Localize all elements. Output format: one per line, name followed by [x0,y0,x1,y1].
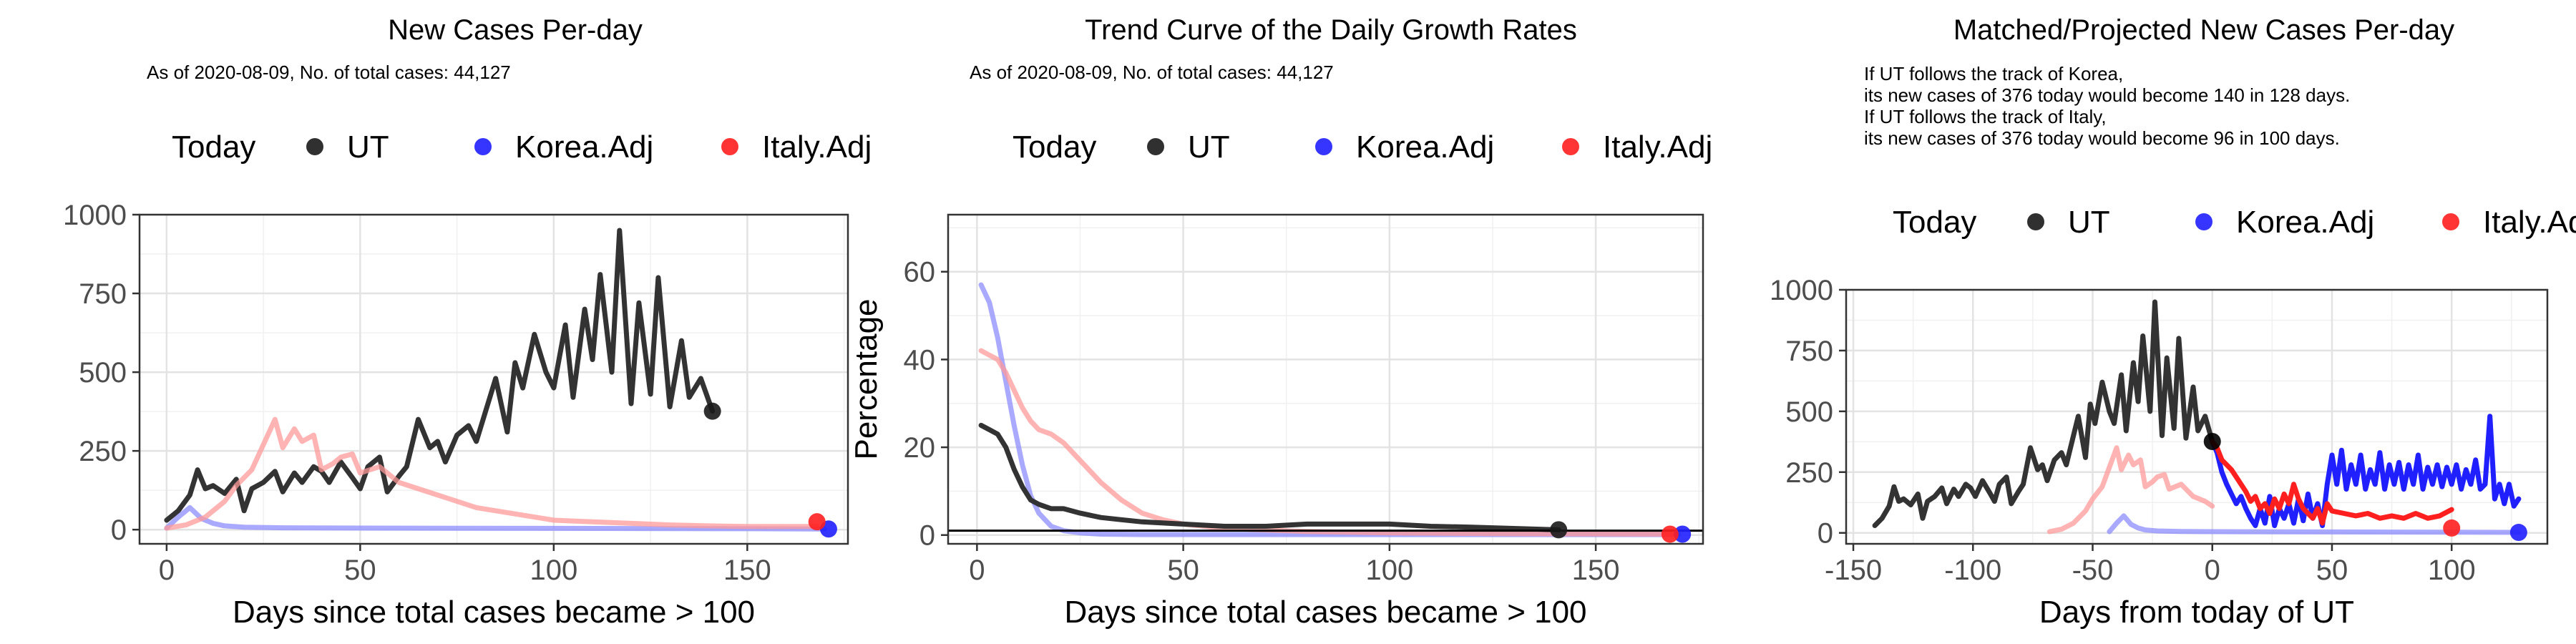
y-tick-label: 250 [1785,457,1833,489]
x-tick-label: 50 [1167,555,1199,586]
legend-key-korea-adj [474,138,492,155]
y-tick-label: 40 [904,344,936,376]
legend-label: UT [2068,205,2110,240]
today-point-ut [703,402,721,420]
legend: Today UT Korea.Adj Italy.Adj [1013,130,1712,165]
x-axis-title: Days since total cases became > 100 [1064,595,1586,630]
legend-label: UT [347,130,389,165]
legend-key-italy-adj [1562,138,1579,155]
chart-subtitle: As of 2020-08-09, No. of total cases: 44… [147,62,511,83]
plot-border [1845,288,2549,545]
legend-key-ut [2027,213,2044,230]
x-tick-label: -50 [2072,555,2114,586]
x-tick-label: 150 [1572,555,1620,586]
series-line-ut [1872,299,2215,528]
y-tick-label: 500 [1785,396,1833,428]
today-point-italy-adj [2443,519,2461,537]
series-line-italy-adj [164,416,820,531]
y-tick-label: 0 [1818,518,1833,550]
legend-label: Korea.Adj [515,130,653,165]
chart-subtitle-line: If UT follows the track of Italy, [1864,106,2107,127]
series-line-italy-adj-projected [2210,439,2454,526]
series-line-italy-adj-past [2046,445,2215,535]
chart-title: New Cases Per-day [388,14,643,46]
y-axis-title: Percentage [849,298,884,459]
legend-title: Today [1013,130,1096,165]
legend-label: Italy.Adj [1603,130,1712,165]
x-tick-label: 100 [2428,555,2476,586]
legend-label: Italy.Adj [762,130,872,165]
chart-panel-2: Trend Curve of the Daily Growth Rates As … [849,14,1712,630]
legend-key-italy-adj [2442,213,2459,230]
legend-key-ut [1147,138,1164,155]
plot-border [947,213,1704,545]
chart-panel-1: New Cases Per-day As of 2020-08-09, No. o… [63,14,872,630]
legend-label: Korea.Adj [2236,205,2374,240]
chart-title: Trend Curve of the Daily Growth Rates [1085,14,1577,46]
x-tick-label: 150 [723,555,771,586]
x-axis-title: Days since total cases became > 100 [233,595,755,630]
series-group [1872,299,2522,535]
x-tick-label: 0 [2205,555,2220,586]
series-line-ut [164,228,716,523]
today-point-korea-adj [2509,524,2527,542]
y-tick-label: 750 [1785,336,1833,367]
y-tick-label: 500 [79,357,127,389]
y-tick-label: 1000 [1770,275,1833,306]
plot-border [138,213,849,545]
x-tick-label: 100 [530,555,577,586]
y-tick-label: 60 [904,257,936,288]
y-tick-label: 0 [111,514,127,546]
x-tick-label: 50 [344,555,376,586]
x-tick-label: -100 [1944,555,2001,586]
axis-ticks: 0 50 100 150 0 250 500 750 1000 [63,200,771,586]
x-tick-label: 0 [159,555,175,586]
today-point-ut [1550,521,1568,539]
chart-subtitle: As of 2020-08-09, No. of total cases: 44… [970,62,1334,83]
legend-label: Korea.Adj [1356,130,1494,165]
y-tick-label: 20 [904,432,936,464]
y-tick-label: 0 [919,520,935,552]
x-axis-title: Days from today of UT [2039,595,2354,630]
today-point-korea-adj [1674,525,1692,543]
chart-title: Matched/Projected New Cases Per-day [1953,14,2454,46]
legend-key-korea-adj [1315,138,1332,155]
chart-subtitle-line: its new cases of 376 today would become … [1864,127,2340,149]
legend: Today UT Korea.Adj Italy.Adj [1893,205,2576,240]
legend-label: Italy.Adj [2483,205,2576,240]
series-line-korea-adj-past [2107,513,2522,535]
legend-title: Today [1893,205,1976,240]
legend-key-ut [306,138,323,155]
chart-subtitle-line: its new cases of 376 today would become … [1864,84,2350,106]
series-group [164,228,827,532]
series-line-korea-adj [164,504,827,532]
x-tick-label: 100 [1365,555,1413,586]
legend: Today UT Korea.Adj Italy.Adj [172,130,872,165]
legend-key-korea-adj [2195,213,2212,230]
today-point-italy-adj [1661,525,1679,543]
axis-ticks: 0 50 100 150 0 20 40 60 [904,257,1620,586]
chart-subtitle-line: If UT follows the track of Korea, [1864,63,2123,84]
series-line-korea-adj-projected [2210,414,2522,528]
x-tick-label: 0 [969,555,985,586]
today-point-ut [2203,432,2221,450]
plot-area [948,215,1703,544]
y-tick-label: 250 [79,436,127,467]
today-point-italy-adj [808,513,826,531]
x-tick-label: -150 [1825,555,1882,586]
chart-panel-3: Matched/Projected New Cases Per-day If UT… [1770,14,2576,630]
legend-label: UT [1188,130,1230,165]
legend-title: Today [172,130,255,165]
legend-key-italy-adj [721,138,738,155]
series-line-korea-adj [978,282,1681,537]
x-tick-label: 50 [2316,555,2348,586]
series-line-ut [978,422,1561,532]
y-tick-label: 1000 [63,200,127,231]
y-tick-label: 750 [79,278,127,310]
